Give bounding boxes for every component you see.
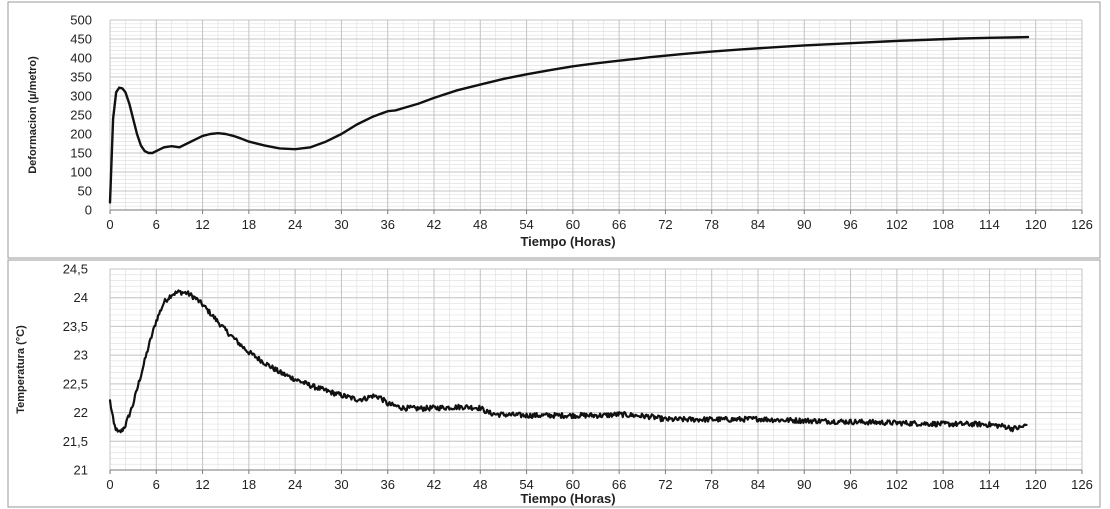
x-tick-label: 126: [1071, 217, 1093, 232]
y-tick-label: 22: [74, 405, 88, 420]
x-axis-title: Tiempo (Horas): [520, 234, 615, 249]
y-tick-label: 400: [70, 51, 92, 66]
x-tick-label: 60: [566, 217, 580, 232]
x-tick-label: 120: [1025, 477, 1047, 492]
x-tick-label: 102: [886, 217, 908, 232]
x-tick-label: 96: [843, 217, 857, 232]
panel-border: [7, 1, 1101, 259]
x-tick-label: 72: [658, 477, 672, 492]
y-tick-label: 21,5: [63, 434, 88, 449]
x-tick-label: 0: [106, 217, 113, 232]
y-tick-label: 200: [70, 127, 92, 142]
x-tick-label: 6: [153, 217, 160, 232]
x-tick-label: 120: [1025, 217, 1047, 232]
x-tick-label: 78: [704, 217, 718, 232]
y-tick-label: 350: [70, 70, 92, 85]
y-tick-label: 24: [74, 290, 88, 305]
deformation-series-line: [108, 35, 1030, 204]
x-tick-label: 84: [751, 217, 765, 232]
temperature-chart: 21 21,5 22 22,5 23 23,5 24 24,5 0 6 12 18 24 30 36 42 48…: [7, 259, 1101, 508]
x-tick-label: 102: [886, 477, 908, 492]
temperature-series-line: [108, 289, 1028, 434]
x-tick-label: 24: [288, 477, 302, 492]
x-tick-label: 78: [704, 477, 718, 492]
x-tick-label: 90: [797, 217, 811, 232]
x-tick-label: 84: [751, 477, 765, 492]
x-tick-label: 12: [195, 217, 209, 232]
x-tick-label: 96: [843, 477, 857, 492]
x-tick-label: 90: [797, 477, 811, 492]
y-tick-label: 150: [70, 146, 92, 161]
y-tick-label: 0: [85, 203, 92, 218]
y-tick-label: 21: [74, 463, 88, 478]
x-tick-label: 18: [242, 477, 256, 492]
x-tick-label: 72: [658, 217, 672, 232]
x-tick-label: 42: [427, 477, 441, 492]
x-tick-label: 114: [979, 477, 1000, 492]
x-tick-label: 54: [519, 217, 533, 232]
x-tick-label: 126: [1071, 477, 1093, 492]
x-tick-label: 48: [473, 217, 487, 232]
x-tick-label: 24: [288, 217, 302, 232]
x-tick-label: 66: [612, 477, 626, 492]
x-tick-label: 36: [380, 477, 394, 492]
x-tick-label: 42: [427, 217, 441, 232]
y-tick-label: 50: [78, 184, 92, 199]
y-tick-label: 500: [70, 13, 92, 28]
y-tick-label: 22,5: [63, 376, 88, 391]
x-tick-label: 60: [566, 477, 580, 492]
x-tick-label: 66: [612, 217, 626, 232]
y-tick-label: 23,5: [63, 319, 88, 334]
x-tick-label: 0: [106, 477, 113, 492]
y-tick-label: 300: [70, 89, 92, 104]
x-tick-label: 6: [153, 477, 160, 492]
y-tick-label: 24,5: [63, 262, 88, 277]
x-tick-label: 108: [932, 217, 954, 232]
panel-border: [7, 259, 1101, 508]
y-tick-label: 100: [70, 165, 92, 180]
x-tick-label: 18: [242, 217, 256, 232]
y-tick-label: 23: [74, 348, 88, 363]
x-tick-label: 108: [932, 477, 954, 492]
deformation-chart: 0 50 100 150 200 250 300 350 400 450 500 0 6 12 18 24 30…: [7, 1, 1101, 259]
x-tick-label: 54: [519, 477, 533, 492]
x-tick-label: 114: [979, 217, 1000, 232]
x-tick-label: 36: [380, 217, 394, 232]
y-axis-title: Temperatura (°C): [15, 325, 27, 414]
x-tick-label: 12: [195, 477, 209, 492]
x-tick-label: 30: [334, 477, 348, 492]
y-tick-label: 450: [70, 32, 92, 47]
y-tick-label: 250: [70, 108, 92, 123]
y-axis-title: Deformacion (µ/metro): [27, 56, 39, 174]
x-axis-title: Tiempo (Horas): [520, 491, 615, 506]
x-tick-label: 48: [473, 477, 487, 492]
x-tick-label: 30: [334, 217, 348, 232]
